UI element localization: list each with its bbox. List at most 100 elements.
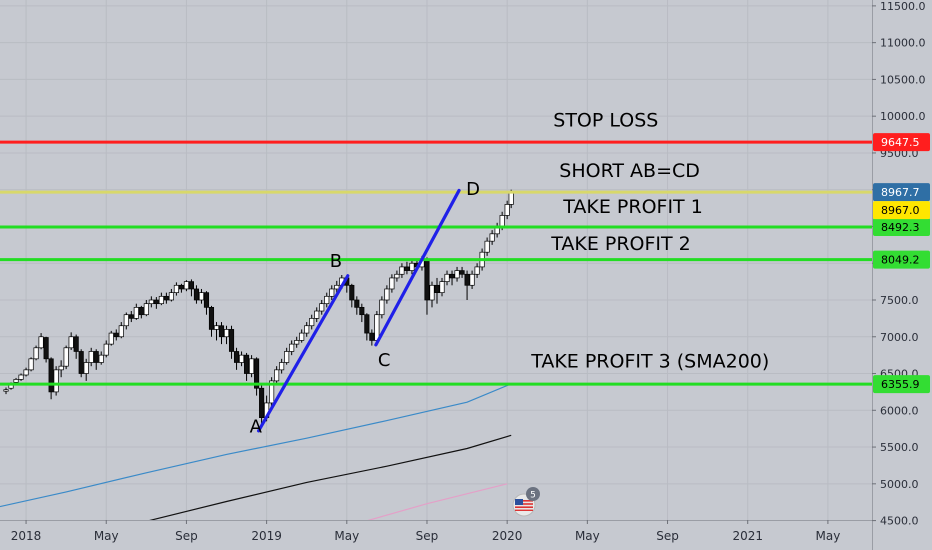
candle-body bbox=[409, 262, 415, 271]
candle bbox=[324, 292, 330, 308]
candle-body bbox=[53, 369, 59, 393]
pattern-leg[interactable] bbox=[256, 274, 350, 433]
flag-badge bbox=[526, 487, 540, 501]
price-axis[interactable]: 4500.05000.05500.06000.06500.07000.07500… bbox=[872, 0, 932, 550]
candle bbox=[153, 297, 159, 309]
price-badge: 8967.7 bbox=[873, 183, 930, 202]
annotation-label: TAKE PROFIT 2 bbox=[550, 233, 691, 255]
candle-body bbox=[3, 389, 9, 392]
candle-body bbox=[78, 351, 84, 374]
candle bbox=[299, 329, 305, 343]
candle bbox=[389, 274, 395, 293]
candle-body bbox=[474, 266, 480, 275]
candle-body bbox=[269, 380, 275, 404]
candle-body bbox=[168, 292, 174, 301]
candle bbox=[38, 333, 44, 350]
candle bbox=[329, 285, 335, 300]
candle-body bbox=[138, 307, 144, 316]
annotation-label: TAKE PROFIT 1 bbox=[562, 196, 703, 218]
flag-icon[interactable]: 5 bbox=[512, 487, 540, 517]
candle bbox=[354, 296, 360, 315]
candle bbox=[459, 266, 465, 278]
candle bbox=[23, 367, 29, 377]
candle bbox=[444, 270, 450, 286]
candle bbox=[218, 322, 225, 345]
price-axis-bg bbox=[872, 0, 932, 550]
candle bbox=[68, 332, 74, 350]
candle-body bbox=[98, 354, 104, 363]
candle bbox=[429, 281, 435, 308]
candle bbox=[244, 352, 250, 381]
price-tick-label: 5500.0 bbox=[880, 441, 919, 454]
candle bbox=[474, 263, 480, 278]
time-tick-label: 2020 bbox=[492, 529, 523, 543]
pattern-point-label: C bbox=[378, 350, 391, 371]
candle-body bbox=[329, 288, 335, 297]
time-axis-bg bbox=[0, 520, 872, 550]
candle bbox=[384, 285, 390, 304]
time-axis[interactable]: 2018 May Sep 2019 May Sep 2020 May Sep 2021 May bbox=[0, 520, 872, 550]
candle-body bbox=[133, 307, 139, 319]
candle-body bbox=[284, 351, 290, 363]
candle-body bbox=[314, 310, 320, 319]
horizontal-levels[interactable] bbox=[0, 140, 872, 386]
candle-body bbox=[118, 325, 124, 338]
price-badge-label: 8492.3 bbox=[881, 221, 920, 234]
candle-body bbox=[354, 299, 360, 308]
candle bbox=[213, 322, 220, 341]
candle bbox=[58, 360, 64, 378]
candle-body bbox=[123, 314, 129, 327]
candle-body bbox=[394, 273, 400, 279]
candle-body bbox=[369, 332, 375, 341]
candle-body bbox=[13, 379, 19, 383]
price-badge: 8492.3 bbox=[873, 218, 930, 237]
candle-body bbox=[63, 347, 69, 367]
candle-body bbox=[504, 204, 510, 216]
time-tick-label: Sep bbox=[175, 529, 198, 543]
time-tick-label: May bbox=[94, 529, 119, 543]
price-badge-bg bbox=[873, 183, 930, 202]
candle bbox=[304, 322, 310, 337]
candle bbox=[113, 329, 119, 341]
price-badge-label: 8967.0 bbox=[881, 204, 920, 217]
candle-body bbox=[279, 362, 285, 371]
pattern-legs[interactable] bbox=[256, 188, 461, 433]
candle bbox=[489, 230, 495, 245]
price-badge-label: 6355.9 bbox=[881, 378, 920, 391]
candle bbox=[168, 288, 174, 302]
candle-body bbox=[38, 336, 44, 349]
candle-body bbox=[218, 325, 225, 338]
candle bbox=[314, 307, 320, 323]
candle bbox=[53, 366, 59, 396]
candle bbox=[484, 237, 490, 256]
candle bbox=[284, 347, 290, 365]
candle-body bbox=[274, 369, 280, 382]
candle-body bbox=[128, 314, 134, 319]
candle bbox=[78, 349, 84, 378]
candle-body bbox=[33, 347, 39, 360]
candle-body bbox=[239, 354, 245, 363]
candle-body bbox=[294, 340, 300, 345]
candle-body bbox=[404, 266, 410, 271]
pattern-point-label: A bbox=[250, 416, 263, 437]
price-badge-current: 8967.0 bbox=[873, 201, 930, 220]
candle bbox=[269, 377, 275, 407]
time-tick-label: 2021 bbox=[732, 529, 763, 543]
candle bbox=[48, 357, 54, 400]
candle-body bbox=[18, 374, 24, 380]
candle-body bbox=[73, 336, 79, 352]
candle-body bbox=[163, 295, 169, 301]
candle-body bbox=[178, 284, 184, 290]
candle-body bbox=[429, 284, 435, 301]
candle bbox=[309, 314, 315, 330]
pattern-point-label: D bbox=[466, 179, 480, 200]
candle bbox=[379, 296, 385, 319]
candle-body bbox=[259, 387, 265, 418]
candle bbox=[18, 373, 24, 381]
pattern-leg[interactable] bbox=[374, 188, 461, 347]
candle-body bbox=[158, 295, 164, 305]
price-badge: 9647.5 bbox=[873, 133, 930, 152]
time-tick-label: May bbox=[334, 529, 359, 543]
candle-body bbox=[208, 307, 215, 330]
